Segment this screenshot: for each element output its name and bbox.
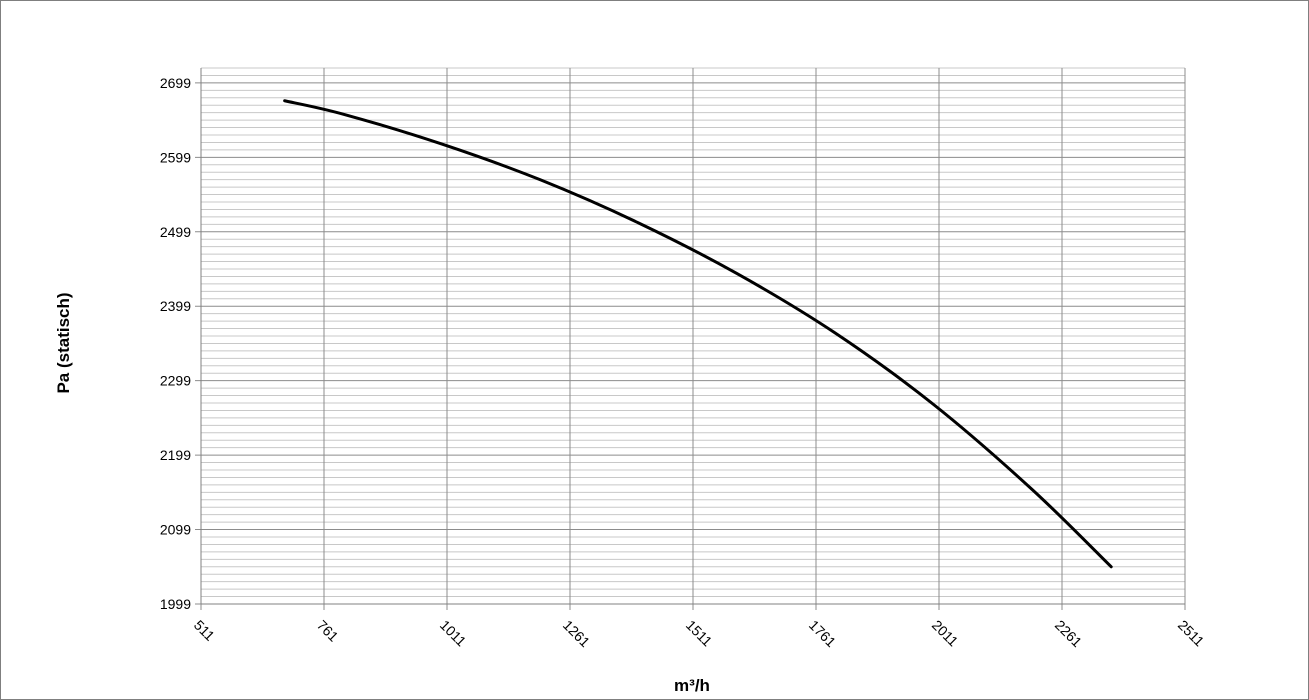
x-tick-label: 2011 [929,617,962,650]
x-tick-label: 1261 [560,617,593,650]
x-tick-label: 761 [314,617,342,645]
grid-lines [195,67,1186,610]
x-tick-label: 511 [191,617,218,644]
y-tick-label: 2699 [160,75,191,91]
y-axis-title: Pa (statisch) [54,292,73,393]
x-tick-label: 1511 [683,617,716,650]
y-tick-label: 2399 [160,298,191,314]
x-tick-label: 1761 [806,617,839,650]
series-line [283,99,1113,569]
x-axis-title: m³/h [674,676,710,695]
y-tick-labels: 1999 2099 2199 2299 2399 2499 2599 2699 [160,75,191,612]
y-tick-label: 2199 [160,447,191,463]
y-tick-label: 1999 [160,596,191,612]
series-layer [283,99,1113,569]
axes [200,68,1185,605]
y-tick-label: 2499 [160,224,191,240]
x-tick-label: 1011 [437,617,470,650]
x-tick-label: 2511 [1175,617,1208,650]
x-tick-labels: 511 761 1011 1261 1511 1761 2011 2261 2511 [191,617,1208,650]
y-tick-label: 2599 [160,149,191,165]
y-tick-label: 2099 [160,522,191,538]
x-tick-label: 2261 [1052,617,1085,650]
y-tick-label: 2299 [160,373,191,389]
